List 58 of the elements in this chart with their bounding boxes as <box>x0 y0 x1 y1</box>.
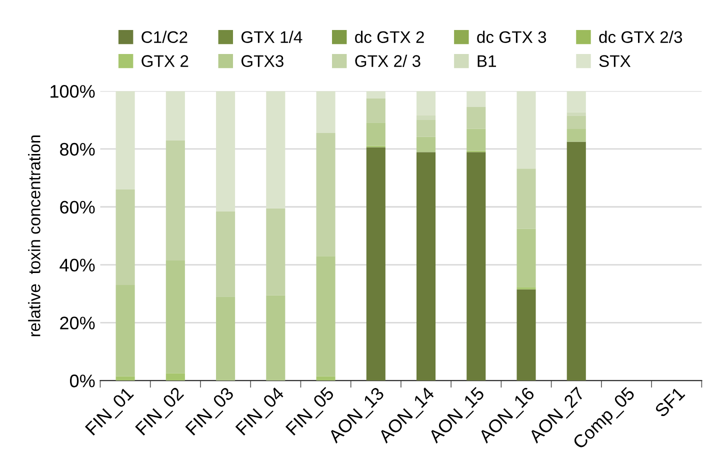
bar <box>116 91 135 190</box>
bar <box>416 152 436 381</box>
bar <box>216 296 236 381</box>
bar <box>166 140 185 260</box>
legend-label: GTX 2/ 3 <box>355 54 420 67</box>
bar <box>166 91 185 140</box>
bar <box>266 91 286 208</box>
bar <box>466 128 486 151</box>
x-tick-label: SF1 <box>654 386 686 418</box>
y-tick-label: 40% <box>60 258 95 272</box>
y-axis-title: relative toxin concentration <box>28 135 40 336</box>
bar <box>216 91 236 212</box>
y-tick-label: 20% <box>60 316 95 330</box>
legend-label: C1/C2 <box>142 30 188 44</box>
bar <box>216 211 236 297</box>
bar <box>566 128 586 142</box>
bar <box>516 228 536 288</box>
legend-label: dc GTX 2 <box>355 30 424 44</box>
bar <box>116 376 135 381</box>
bar <box>566 91 586 112</box>
bar <box>466 152 486 381</box>
bar <box>266 295 286 381</box>
y-tick-label: 80% <box>60 142 95 156</box>
bar <box>266 208 286 296</box>
bar <box>466 91 486 107</box>
bar <box>366 98 386 123</box>
bar <box>416 91 436 116</box>
bar <box>116 285 135 376</box>
bar <box>366 147 386 381</box>
legend-label: dc GTX 2/3 <box>599 30 682 44</box>
bar <box>416 115 436 120</box>
bar <box>316 91 336 134</box>
bar <box>566 116 586 129</box>
bar <box>316 133 336 256</box>
y-tick-label: 60% <box>60 200 95 214</box>
bar <box>416 120 436 137</box>
legend-label: B1 <box>478 55 496 67</box>
y-tick-label: 100% <box>50 85 95 98</box>
bar <box>466 106 486 129</box>
y-tick-label: 0% <box>70 374 95 388</box>
bar <box>116 190 135 286</box>
bar <box>566 112 586 116</box>
bar <box>516 289 536 381</box>
bar <box>566 142 586 381</box>
bar <box>316 376 336 381</box>
legend-label: GTX3 <box>241 55 284 67</box>
bar <box>516 168 536 229</box>
legend-label: STX <box>599 55 631 67</box>
legend-label: GTX 2 <box>142 55 188 67</box>
bar <box>316 256 336 376</box>
bar <box>366 91 386 98</box>
legend-label: GTX 1/4 <box>241 30 302 44</box>
bar <box>416 136 436 152</box>
bar <box>366 122 386 146</box>
bar <box>166 373 185 381</box>
legend-label: dc GTX 3 <box>477 30 546 44</box>
bar <box>516 91 536 169</box>
bar <box>166 260 185 374</box>
